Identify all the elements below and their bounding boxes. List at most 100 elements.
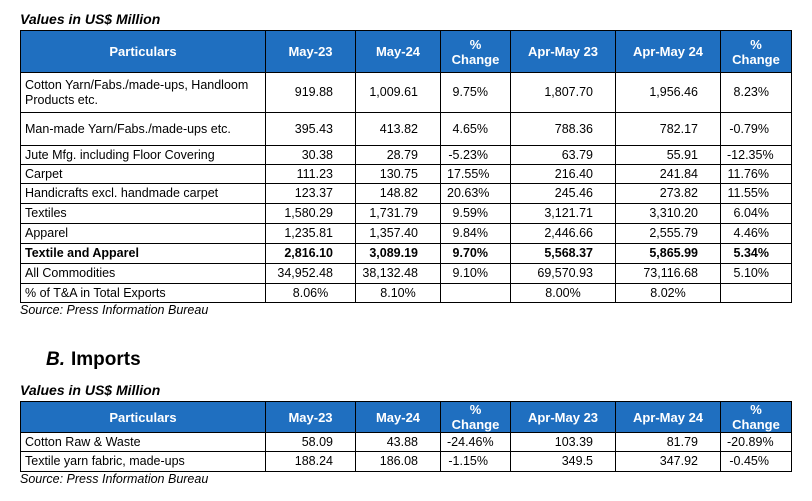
- table-cell: 5.34%: [720, 243, 792, 264]
- table-cell: 148.82: [355, 183, 441, 204]
- header-text: % Change: [451, 36, 500, 67]
- table-cell: Cotton Raw & Waste: [20, 432, 266, 452]
- table-cell: 782.17: [615, 112, 721, 146]
- table-cell: 216.40: [510, 164, 616, 184]
- table-cell: 9.84%: [440, 223, 511, 244]
- table-row: Textiles 1,580.29 1,731.79 9.59% 3,121.71 3,3…: [20, 203, 792, 224]
- header-cell: Apr-May 24: [615, 401, 721, 433]
- section-letter: B.: [46, 349, 65, 370]
- table-cell: Jute Mfg. including Floor Covering: [20, 145, 266, 165]
- table-cell: 20.63%: [440, 183, 511, 204]
- header-cell: Particulars: [20, 401, 266, 433]
- table-row: Carpet 111.23 130.75 17.55% 216.40 241.84 11.7…: [20, 164, 792, 184]
- table-row: Cotton Raw & Waste 58.09 43.88 -24.46% 103.3…: [20, 432, 792, 452]
- table-cell: 1,956.46: [615, 72, 721, 113]
- table-cell: 4.65%: [440, 112, 511, 146]
- table-cell: Textile yarn fabric, made-ups: [20, 451, 266, 472]
- table-row: Apparel 1,235.81 1,357.40 9.84% 2,446.66 2,55…: [20, 223, 792, 244]
- table-row: Man-made Yarn/Fabs./made-ups etc. 395.43 4…: [20, 112, 792, 146]
- table-cell: 5,865.99: [615, 243, 721, 264]
- header-text: May-24: [375, 44, 421, 59]
- table-cell: 9.75%: [440, 72, 511, 113]
- header-row: Particulars May-23 May-24 % Change Apr-May 2…: [20, 401, 792, 433]
- section-heading: B. Imports: [46, 349, 141, 371]
- header-cell: May-24: [355, 401, 441, 433]
- imports-table: Particulars May-23 May-24 % Change Apr-May 2…: [20, 401, 792, 472]
- table-cell: 81.79: [615, 432, 721, 452]
- table-cell: -24.46%: [440, 432, 511, 452]
- table-cell: 9.10%: [440, 263, 511, 284]
- table-cell: 73,116.68: [615, 263, 721, 284]
- table-cell: 123.37: [265, 183, 356, 204]
- header-text: May-23: [288, 409, 333, 425]
- table-cell: Textile and Apparel: [20, 243, 266, 264]
- table-cell: 5,568.37: [510, 243, 616, 264]
- header-text: May-24: [375, 409, 421, 425]
- table-cell: 11.76%: [720, 164, 792, 184]
- table-cell: -1.15%: [440, 451, 511, 472]
- table-cell: 395.43: [265, 112, 356, 146]
- table-cell: 5.10%: [720, 263, 792, 284]
- table-cell: 788.36: [510, 112, 616, 146]
- table-cell: 2,555.79: [615, 223, 721, 244]
- table-cell: 4.46%: [720, 223, 792, 244]
- table-cell: 241.84: [615, 164, 721, 184]
- table-cell: 63.79: [510, 145, 616, 165]
- table-cell: All Commodities: [20, 263, 266, 284]
- table-cell: 58.09: [265, 432, 356, 452]
- table-cell: 1,580.29: [265, 203, 356, 224]
- table-cell: 8.02%: [615, 283, 721, 303]
- header-cell: Particulars: [20, 30, 266, 73]
- table-cell: Handicrafts excl. handmade carpet: [20, 183, 266, 204]
- header-text: % Change: [451, 402, 500, 432]
- source: Source: Press Information Bureau: [20, 472, 209, 486]
- table-cell: 34,952.48: [265, 263, 356, 284]
- header-text: Particulars: [109, 409, 177, 425]
- table-cell: 245.46: [510, 183, 616, 204]
- table-cell: -12.35%: [720, 145, 792, 165]
- units-label: Values in US$ Million: [20, 382, 161, 398]
- table-cell: 111.23: [265, 164, 356, 184]
- table-cell: 69,570.93: [510, 263, 616, 284]
- table-cell: 30.38: [265, 145, 356, 165]
- table-cell: 3,310.20: [615, 203, 721, 224]
- table-cell: [720, 283, 792, 303]
- table-cell: 2,816.10: [265, 243, 356, 264]
- table-row: Textile yarn fabric, made-ups 188.24 186.0…: [20, 451, 792, 472]
- header-cell: % Change: [720, 401, 792, 433]
- table-cell: 3,089.19: [355, 243, 441, 264]
- table-cell: 11.55%: [720, 183, 792, 204]
- table-cell: -20.89%: [720, 432, 792, 452]
- table-cell: 130.75: [355, 164, 441, 184]
- table-cell: 1,357.40: [355, 223, 441, 244]
- table-cell: 103.39: [510, 432, 616, 452]
- header-text: Apr-May 23: [527, 44, 599, 59]
- table-row: Handicrafts excl. handmade carpet 123.37 1…: [20, 183, 792, 204]
- table-cell: 38,132.48: [355, 263, 441, 284]
- table-cell: 17.55%: [440, 164, 511, 184]
- header-cell: Apr-May 23: [510, 401, 616, 433]
- table-cell: 1,009.61: [355, 72, 441, 113]
- table-cell: [440, 283, 511, 303]
- header-cell: May-24: [355, 30, 441, 73]
- header-text: Apr-May 24: [632, 44, 704, 59]
- table-cell: Man-made Yarn/Fabs./made-ups etc.: [20, 112, 266, 146]
- table-row: Jute Mfg. including Floor Covering 30.38 2…: [20, 145, 792, 165]
- table-cell: -5.23%: [440, 145, 511, 165]
- table-cell: 8.23%: [720, 72, 792, 113]
- table-cell: 188.24: [265, 451, 356, 472]
- section-title: Imports: [71, 349, 141, 370]
- header-text: % Change: [732, 36, 780, 67]
- table-cell: 2,446.66: [510, 223, 616, 244]
- table-cell: % of T&A in Total Exports: [20, 283, 266, 303]
- table-cell: 273.82: [615, 183, 721, 204]
- source: Source: Press Information Bureau: [20, 303, 209, 317]
- table-cell: 28.79: [355, 145, 441, 165]
- table-cell: 186.08: [355, 451, 441, 472]
- header-text: Particulars: [109, 44, 177, 59]
- header-row: Particulars May-23 May-24 % Change Apr-May 2…: [20, 30, 792, 73]
- header-text: Apr-May 24: [632, 409, 704, 425]
- header-cell: May-23: [265, 401, 356, 433]
- table-cell: 43.88: [355, 432, 441, 452]
